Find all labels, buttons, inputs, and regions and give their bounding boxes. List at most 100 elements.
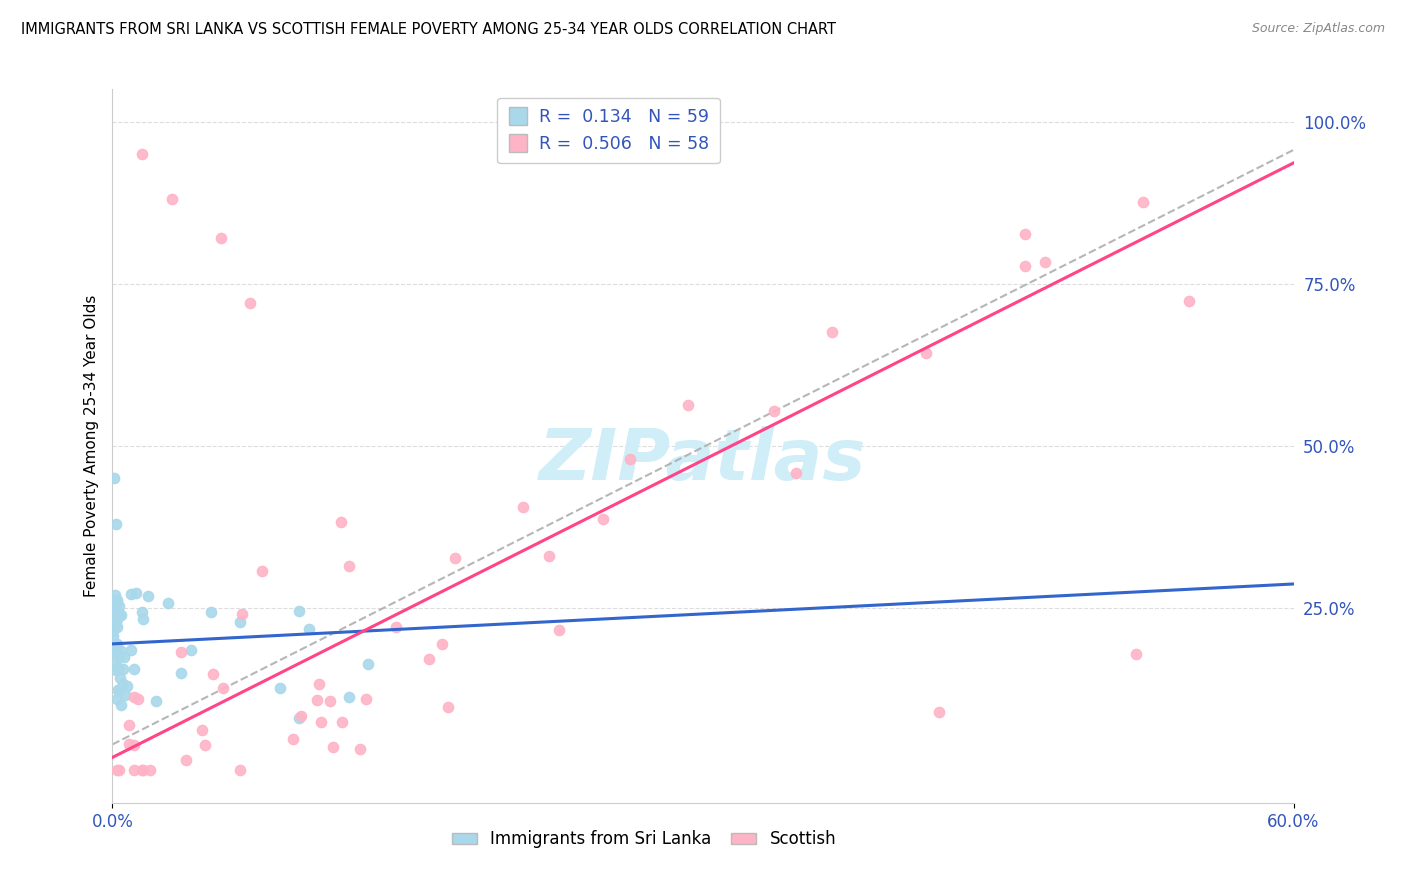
Point <box>105 595 128 609</box>
Point <box>145 694 167 708</box>
Point <box>1125 647 1147 661</box>
Point <box>111 677 134 691</box>
Point <box>322 740 344 755</box>
Point <box>131 764 153 778</box>
Point <box>104 645 127 659</box>
Point <box>107 599 129 614</box>
Point <box>125 586 148 600</box>
Point <box>103 471 125 485</box>
Point <box>239 296 262 310</box>
Point <box>124 739 146 753</box>
Point <box>103 588 125 602</box>
Point <box>547 623 569 637</box>
Point <box>676 399 699 413</box>
Point <box>105 592 128 607</box>
Point <box>1014 227 1036 241</box>
Point <box>122 662 145 676</box>
Point <box>437 699 460 714</box>
Point <box>200 606 222 620</box>
Point <box>107 612 129 626</box>
Point <box>928 705 950 719</box>
Point <box>107 649 129 664</box>
Point <box>160 193 183 207</box>
Point <box>269 681 291 696</box>
Point <box>193 738 215 752</box>
Point <box>107 682 129 697</box>
Point <box>298 622 321 636</box>
Point <box>118 737 141 751</box>
Point <box>330 715 353 730</box>
Point <box>107 660 129 674</box>
Point <box>288 604 311 618</box>
Point <box>104 646 127 660</box>
Point <box>354 692 377 706</box>
Point <box>337 690 360 705</box>
Point <box>131 612 153 626</box>
Point <box>107 683 129 698</box>
Point <box>305 692 328 706</box>
Point <box>821 325 844 339</box>
Point <box>127 692 149 706</box>
Point <box>418 652 440 666</box>
Point <box>170 666 193 681</box>
Point <box>174 753 197 767</box>
Point <box>112 662 135 676</box>
Point <box>319 694 342 708</box>
Point <box>430 637 453 651</box>
Point <box>281 732 304 747</box>
Text: Source: ZipAtlas.com: Source: ZipAtlas.com <box>1251 22 1385 36</box>
Point <box>105 638 128 652</box>
Point <box>202 667 225 681</box>
Point <box>103 600 125 615</box>
Point <box>229 615 252 629</box>
Point <box>122 690 145 705</box>
Point <box>915 346 938 360</box>
Point <box>252 564 274 578</box>
Point <box>101 637 124 651</box>
Point <box>101 629 124 643</box>
Point <box>118 717 141 731</box>
Point <box>120 587 142 601</box>
Point <box>103 641 125 656</box>
Point <box>1177 293 1199 308</box>
Point <box>105 664 128 678</box>
Point <box>337 559 360 574</box>
Point <box>104 617 127 632</box>
Point <box>357 657 380 671</box>
Point <box>105 615 128 630</box>
Point <box>212 681 235 695</box>
Point <box>131 605 153 619</box>
Point <box>785 466 807 480</box>
Point <box>105 692 128 706</box>
Point <box>105 764 128 778</box>
Point <box>136 589 159 603</box>
Point <box>110 698 132 713</box>
Legend: Immigrants from Sri Lanka, Scottish: Immigrants from Sri Lanka, Scottish <box>446 824 842 855</box>
Point <box>537 549 560 563</box>
Point <box>107 650 129 665</box>
Point <box>110 644 132 658</box>
Point <box>120 643 142 657</box>
Point <box>290 709 312 723</box>
Text: IMMIGRANTS FROM SRI LANKA VS SCOTTISH FEMALE POVERTY AMONG 25-34 YEAR OLDS CORRE: IMMIGRANTS FROM SRI LANKA VS SCOTTISH FE… <box>21 22 837 37</box>
Point <box>444 550 467 565</box>
Point <box>385 620 408 634</box>
Point <box>131 147 153 161</box>
Point <box>1132 194 1154 209</box>
Point <box>108 764 131 778</box>
Point <box>288 711 311 725</box>
Point <box>112 650 135 665</box>
Point <box>209 231 232 245</box>
Point <box>108 671 131 685</box>
Point <box>512 500 534 514</box>
Point <box>105 658 128 673</box>
Point <box>124 764 146 778</box>
Point <box>103 619 125 633</box>
Point <box>110 607 132 622</box>
Point <box>1033 255 1056 269</box>
Point <box>1014 260 1036 274</box>
Point <box>104 637 127 651</box>
Point <box>329 515 352 529</box>
Point <box>114 688 136 702</box>
Point <box>105 620 128 634</box>
